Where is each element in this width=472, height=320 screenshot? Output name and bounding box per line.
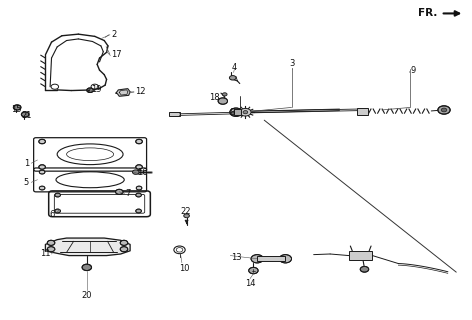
Circle shape	[47, 240, 55, 245]
Text: 10: 10	[179, 264, 189, 273]
Circle shape	[136, 209, 142, 213]
Circle shape	[230, 108, 242, 116]
Circle shape	[136, 193, 142, 197]
Circle shape	[136, 186, 142, 190]
Text: 2: 2	[111, 30, 117, 39]
Circle shape	[120, 240, 128, 245]
Polygon shape	[116, 89, 130, 96]
Polygon shape	[45, 238, 130, 256]
Text: 5: 5	[24, 178, 29, 187]
Circle shape	[279, 255, 292, 263]
Circle shape	[438, 106, 450, 114]
Circle shape	[136, 170, 142, 174]
Bar	[257, 256, 286, 261]
Text: 3: 3	[290, 59, 295, 68]
Circle shape	[251, 255, 263, 263]
Circle shape	[218, 98, 228, 104]
Circle shape	[360, 267, 369, 272]
Circle shape	[249, 268, 258, 274]
Circle shape	[39, 186, 45, 190]
Text: 16: 16	[137, 168, 148, 177]
Circle shape	[47, 247, 55, 252]
Text: 4: 4	[231, 63, 236, 72]
Text: 15: 15	[11, 105, 21, 114]
Circle shape	[133, 170, 139, 174]
Circle shape	[82, 264, 92, 270]
Text: 21: 21	[21, 111, 32, 120]
Text: 18: 18	[210, 93, 220, 102]
Text: 14: 14	[245, 279, 255, 288]
Circle shape	[240, 108, 251, 116]
Circle shape	[87, 88, 93, 92]
Circle shape	[55, 193, 60, 197]
Circle shape	[39, 139, 45, 144]
Circle shape	[21, 112, 29, 117]
Circle shape	[39, 170, 45, 174]
Text: 12: 12	[135, 87, 145, 96]
Text: 19: 19	[92, 85, 102, 94]
Circle shape	[136, 165, 143, 169]
Text: 7: 7	[126, 189, 131, 198]
Circle shape	[222, 93, 227, 96]
Circle shape	[116, 189, 123, 195]
Text: 22: 22	[180, 207, 191, 216]
Text: 8: 8	[229, 108, 235, 117]
Text: FR.: FR.	[418, 8, 438, 19]
Bar	[357, 108, 368, 115]
Text: 17: 17	[111, 50, 122, 59]
Circle shape	[229, 76, 236, 80]
Circle shape	[55, 209, 60, 213]
Circle shape	[120, 247, 128, 252]
Bar	[234, 109, 241, 116]
Text: 13: 13	[231, 253, 242, 262]
Circle shape	[39, 165, 45, 169]
Text: 9: 9	[410, 66, 415, 75]
Text: 6: 6	[50, 210, 55, 219]
Circle shape	[136, 139, 143, 144]
Text: 11: 11	[40, 250, 50, 259]
Circle shape	[184, 214, 189, 218]
Circle shape	[441, 108, 447, 112]
Bar	[349, 251, 372, 260]
Text: 1: 1	[24, 159, 29, 168]
Bar	[169, 112, 179, 116]
Text: 20: 20	[82, 291, 92, 300]
Circle shape	[243, 111, 248, 114]
Circle shape	[13, 105, 21, 110]
